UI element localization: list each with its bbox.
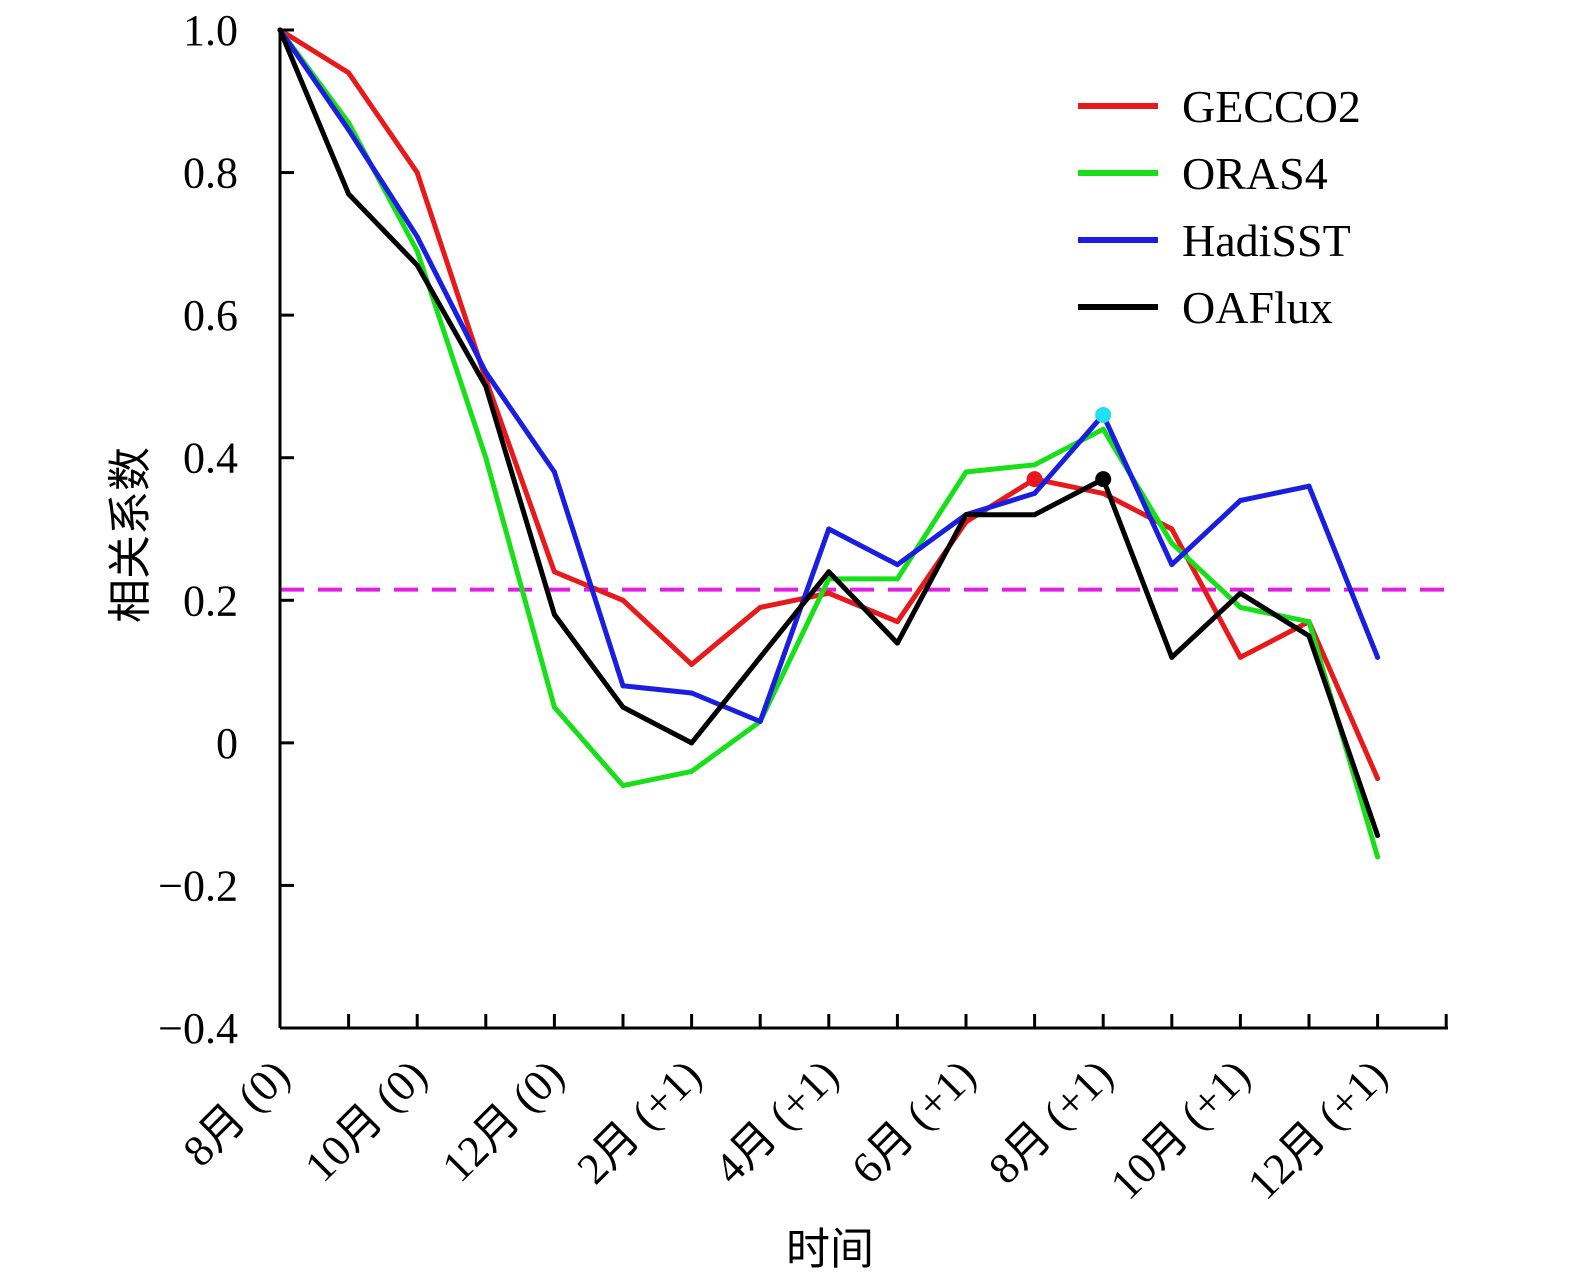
x-tick-label: 12月 (0): [433, 1050, 574, 1191]
legend-label-oras4: ORAS4: [1182, 148, 1328, 199]
data-point-oras4: [1032, 462, 1038, 468]
data-point-oras4: [894, 576, 900, 582]
peak-marker-hadisst: [1095, 406, 1112, 423]
data-point-hadisst: [894, 562, 900, 568]
data-point-hadisst: [826, 526, 832, 532]
legend-label-hadisst: HadiSST: [1182, 215, 1351, 266]
legend: GECCO2 ORAS4 HadiSST OAFlux: [1078, 81, 1361, 333]
data-point-oras4: [620, 783, 626, 789]
data-point-oras4: [483, 455, 489, 461]
series-layer: [277, 27, 1381, 860]
data-point-hadisst: [1032, 490, 1038, 496]
y-tick-label: 0.6: [183, 291, 238, 340]
data-point-oaflux: [414, 262, 420, 268]
data-point-gecco2: [414, 170, 420, 176]
y-tick-label: −0.2: [158, 861, 238, 910]
data-point-oras4: [1375, 854, 1381, 860]
y-tick-label: 0.2: [183, 576, 238, 625]
data-point-hadisst: [414, 234, 420, 240]
data-point-hadisst: [1237, 497, 1243, 503]
y-tick-label: 1.0: [183, 6, 238, 55]
legend-label-gecco2: GECCO2: [1182, 81, 1361, 132]
x-tick-label: 10月 (0): [295, 1050, 436, 1191]
peak-marker-oaflux: [1095, 471, 1112, 488]
data-point-oaflux: [894, 640, 900, 646]
series-line-gecco2: [277, 27, 1381, 781]
x-axis-title: 时间: [786, 1224, 874, 1275]
data-point-oaflux: [346, 191, 352, 197]
x-tick-label: 10月 (+1): [1101, 1050, 1259, 1208]
data-point-oras4: [826, 576, 832, 582]
data-point-oaflux: [689, 740, 695, 746]
data-point-hadisst: [620, 683, 626, 689]
data-point-oras4: [1100, 426, 1106, 432]
data-point-gecco2: [551, 569, 557, 575]
y-tick-label: 0.4: [183, 434, 238, 483]
data-point-gecco2: [757, 604, 763, 610]
data-point-oaflux: [551, 612, 557, 618]
data-point-oaflux: [1375, 833, 1381, 839]
x-tick-label: 6月 (+1): [842, 1050, 985, 1193]
data-point-oaflux: [483, 383, 489, 389]
data-point-gecco2: [1100, 490, 1106, 496]
data-point-hadisst: [689, 690, 695, 696]
data-point-hadisst: [1375, 654, 1381, 660]
x-tick-label: 4月 (+1): [705, 1050, 848, 1193]
x-tick-label: 8月 (+1): [979, 1050, 1122, 1193]
data-point-oaflux: [1169, 654, 1175, 660]
data-point-hadisst: [1306, 483, 1312, 489]
data-point-oras4: [551, 704, 557, 710]
data-point-oaflux: [1032, 512, 1038, 518]
y-tick-label: 0.8: [183, 149, 238, 198]
data-point-oras4: [689, 768, 695, 774]
y-tick-label: 0: [216, 719, 238, 768]
data-point-gecco2: [1237, 654, 1243, 660]
x-tick-label: 2月 (+1): [568, 1050, 711, 1193]
data-point-oras4: [1237, 604, 1243, 610]
data-point-gecco2: [346, 70, 352, 76]
data-point-oaflux: [1306, 633, 1312, 639]
data-point-gecco2: [620, 597, 626, 603]
data-point-oaflux: [826, 569, 832, 575]
data-point-hadisst: [1169, 562, 1175, 568]
data-point-hadisst: [757, 718, 763, 724]
x-tick-label: 8月 (0): [174, 1050, 299, 1175]
data-point-hadisst: [551, 469, 557, 475]
peak-marker-gecco2: [1026, 471, 1043, 488]
data-point-gecco2: [1375, 776, 1381, 781]
data-point-oras4: [1306, 619, 1312, 625]
data-point-oaflux: [620, 704, 626, 710]
data-point-oaflux: [757, 654, 763, 660]
data-point-oras4: [1169, 540, 1175, 546]
data-point-oaflux: [963, 512, 969, 518]
data-point-oaflux: [1237, 590, 1243, 596]
y-axis-title: 相关系数: [105, 447, 156, 623]
data-point-oras4: [963, 469, 969, 475]
y-tick-label: −0.4: [158, 1004, 238, 1053]
data-point-gecco2: [689, 661, 695, 667]
data-point-gecco2: [1169, 526, 1175, 532]
data-point-gecco2: [826, 590, 832, 596]
data-point-hadisst: [346, 127, 352, 133]
x-tick-label: 12月 (+1): [1238, 1050, 1396, 1208]
data-point-oras4: [414, 248, 420, 254]
data-point-gecco2: [894, 619, 900, 625]
data-point-hadisst: [483, 369, 489, 375]
legend-label-oaflux: OAFlux: [1182, 282, 1333, 333]
